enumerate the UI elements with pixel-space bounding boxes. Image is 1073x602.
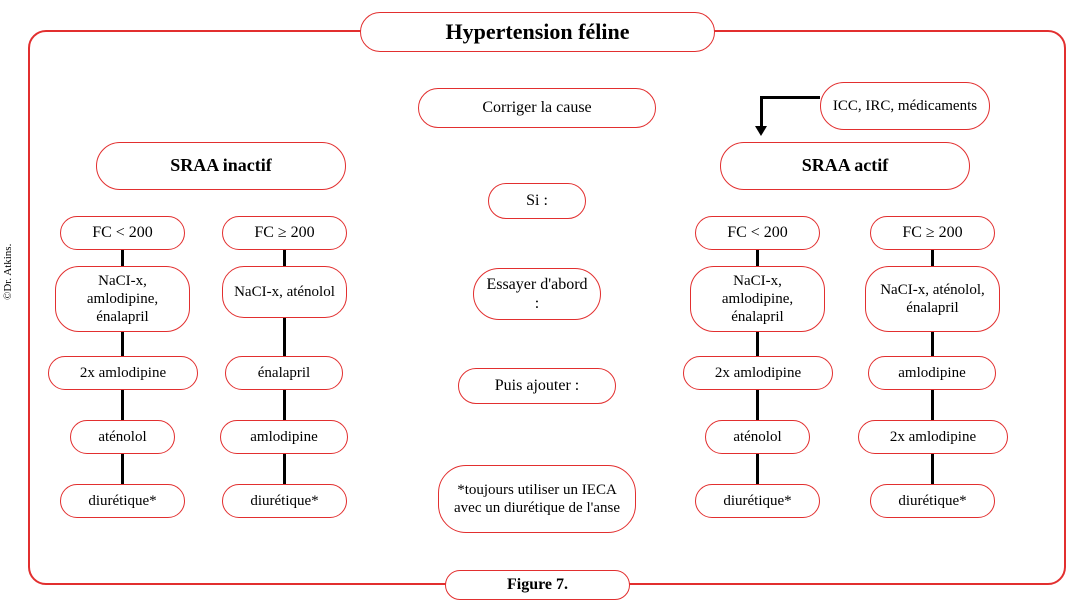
right-col1-cond: FC < 200 (695, 216, 820, 250)
center-step-corriger: Corriger la cause (418, 88, 656, 128)
right-col2-s1: NaCI-x, aténolol, énalapril (865, 266, 1000, 332)
figure-caption: Figure 7. (445, 570, 630, 600)
connector (756, 332, 759, 356)
left-col1-s3: aténolol (70, 420, 175, 454)
connector (756, 454, 759, 484)
connector (756, 250, 759, 266)
arrow-h (760, 96, 820, 99)
right-col1-s1: NaCI-x, amlodipine, énalapril (690, 266, 825, 332)
diagram-title: Hypertension féline (360, 12, 715, 52)
arrow-head-icon (755, 126, 767, 136)
center-step-puis: Puis ajouter : (458, 368, 616, 404)
connector (756, 390, 759, 420)
connector (931, 390, 934, 420)
right-col2-cond: FC ≥ 200 (870, 216, 995, 250)
center-step-si: Si : (488, 183, 586, 219)
arrow-v (760, 96, 763, 128)
right-col2-s2: amlodipine (868, 356, 996, 390)
connector (121, 454, 124, 484)
center-note: *toujours utiliser un IECA avec un diuré… (438, 465, 636, 533)
connector (121, 390, 124, 420)
right-col1-s4: diurétique* (695, 484, 820, 518)
left-col2-cond: FC ≥ 200 (222, 216, 347, 250)
center-step-essayer: Essayer d'abord : (473, 268, 601, 320)
left-col2-s1: NaCI-x, aténolol (222, 266, 347, 318)
right-header: SRAA actif (720, 142, 970, 190)
left-header: SRAA inactif (96, 142, 346, 190)
right-col2-s4: diurétique* (870, 484, 995, 518)
connector (931, 332, 934, 356)
causes-annotation: ICC, IRC, médicaments (820, 82, 990, 130)
left-col1-s2: 2x amlodipine (48, 356, 198, 390)
left-col1-s4: diurétique* (60, 484, 185, 518)
left-col1-cond: FC < 200 (60, 216, 185, 250)
connector (931, 454, 934, 484)
left-col2-s2: énalapril (225, 356, 343, 390)
connector (931, 250, 934, 266)
left-col1-s1: NaCI-x, amlodipine, énalapril (55, 266, 190, 332)
connector (121, 332, 124, 356)
right-col1-s3: aténolol (705, 420, 810, 454)
connector (283, 250, 286, 266)
connector (283, 390, 286, 420)
credit-text: ©Dr. Atkins. (2, 244, 14, 300)
right-col1-s2: 2x amlodipine (683, 356, 833, 390)
left-col2-s3: amlodipine (220, 420, 348, 454)
connector (283, 318, 286, 356)
left-col2-s4: diurétique* (222, 484, 347, 518)
connector (121, 250, 124, 266)
connector (283, 454, 286, 484)
right-col2-s3: 2x amlodipine (858, 420, 1008, 454)
